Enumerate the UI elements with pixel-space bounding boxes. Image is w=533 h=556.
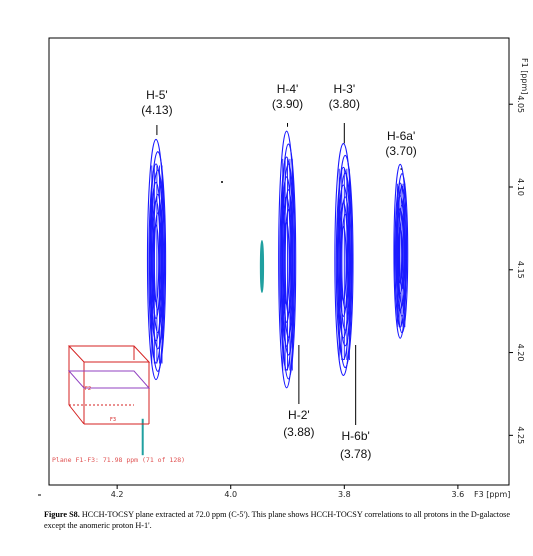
y-axis-ticks: 4.05 4.10 4.15 4.20 4.25 bbox=[509, 95, 525, 444]
y-axis-label: F1 [ppm] bbox=[520, 58, 529, 94]
contour-ring bbox=[397, 226, 403, 284]
y-tick-label: 4.25 bbox=[516, 426, 525, 444]
peak-label-name: H-4' bbox=[277, 82, 299, 96]
peak-label-shift: (3.88) bbox=[283, 425, 314, 439]
peak-label-shift: (3.70) bbox=[385, 144, 416, 158]
y-tick-label: 4.20 bbox=[516, 344, 525, 362]
caption-text: HCCH-TOCSY plane extracted at 72.0 ppm (… bbox=[44, 510, 510, 530]
cube-navigator: F2 F3 bbox=[67, 345, 151, 425]
x-tick-label: 3.8 bbox=[338, 490, 351, 499]
figure-caption: Figure S8. HCCH-TOCSY plane extracted at… bbox=[44, 509, 514, 531]
x-tick-label: 3.6 bbox=[452, 490, 465, 499]
peak-label-name: H-5' bbox=[146, 88, 168, 102]
x-axis-ticks: 4.2 4.0 3.8 3.6 bbox=[111, 485, 464, 499]
contour-ring bbox=[340, 225, 347, 302]
plane-label: Plane F1-F3: 71.98 ppm (71 of 128) bbox=[52, 456, 185, 464]
y-tick-label: 4.15 bbox=[516, 261, 525, 279]
peak-label-name: H-6b' bbox=[342, 429, 370, 443]
stray-dot bbox=[221, 181, 223, 183]
x-axis-label: F3 [ppm] bbox=[474, 490, 510, 499]
peak-label-shift: (3.78) bbox=[340, 447, 371, 461]
peak-annotations: H-5'(4.13) H-4'(3.90) H-3'(3.80) H-6a'(3.70… bbox=[141, 82, 417, 461]
svg-text:F2: F2 bbox=[85, 386, 91, 392]
negative-contour bbox=[259, 239, 265, 293]
contour-layer bbox=[141, 130, 409, 456]
x-tick-label: 4.2 bbox=[111, 490, 124, 499]
peak-label-name: H-6a' bbox=[387, 129, 415, 143]
peak-label-shift: (3.80) bbox=[329, 97, 360, 111]
contour-ring bbox=[283, 221, 290, 306]
contour-ring bbox=[152, 224, 160, 303]
peak-label-name: H-3' bbox=[333, 82, 355, 96]
peak-label-name: H-2' bbox=[288, 408, 310, 422]
plot-frame bbox=[48, 37, 510, 486]
x-tick-label: 4.0 bbox=[224, 490, 237, 499]
peak-label-shift: (4.13) bbox=[141, 103, 172, 117]
svg-text:F3: F3 bbox=[110, 417, 116, 423]
y-tick-label: 4.05 bbox=[516, 95, 525, 113]
caption-bold: Figure S8. bbox=[44, 510, 80, 519]
peak-label-shift: (3.90) bbox=[272, 97, 303, 111]
y-tick-label: 4.10 bbox=[516, 178, 525, 196]
